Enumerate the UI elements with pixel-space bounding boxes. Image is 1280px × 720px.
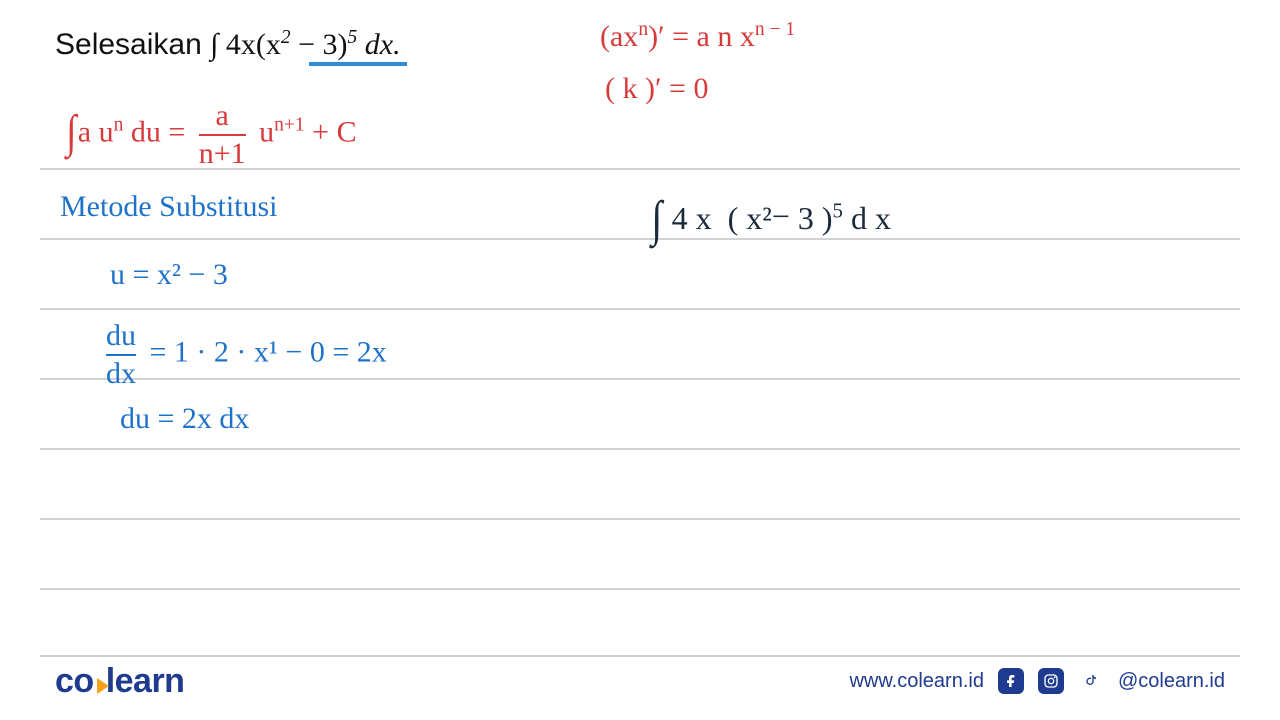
blue-du-result: du = 2x dx [120, 402, 249, 436]
problem-sup-inner: 2 [281, 27, 291, 48]
red-rule-power: (axn)′ = a n xn − 1 [600, 20, 795, 54]
instagram-icon [1038, 668, 1064, 694]
problem-label: Selesaikan [55, 28, 202, 61]
blue-du-dx: du dx = 1 · 2 · x¹ − 0 = 2x [100, 320, 387, 389]
blue-u-def: u = x² − 3 [110, 258, 228, 292]
problem-expr-1: ∫ 4x(x [210, 28, 281, 61]
underline-mark [309, 62, 407, 66]
dark-integral-restated: ∫ 4 x ( x²− 3 )5 d x [650, 184, 891, 241]
footer-url: www.colearn.id [849, 670, 984, 693]
problem-expr-2: − 3) [291, 28, 348, 61]
red-integral-rule: ∫a un du = a n+1 un+1 + C [65, 100, 357, 169]
brand-logo: colearn [55, 662, 184, 701]
problem-sup-outer: 5 [348, 27, 358, 48]
problem-expr-3: dx. [357, 28, 400, 61]
tiktok-icon [1078, 668, 1104, 694]
footer: colearn www.colearn.id @colearn.id [0, 660, 1280, 720]
footer-handle: @colearn.id [1118, 670, 1225, 693]
logo-learn: learn [106, 662, 185, 700]
facebook-icon [998, 668, 1024, 694]
logo-arrow-icon [97, 678, 109, 694]
problem-statement: Selesaikan ∫ 4x(x2 − 3)5 dx. [55, 28, 401, 62]
footer-right: www.colearn.id @colearn.id [849, 668, 1225, 694]
blue-heading: Metode Substitusi [60, 190, 278, 224]
logo-co: co [55, 662, 94, 700]
red-rule-constant: ( k )′ = 0 [605, 72, 708, 106]
